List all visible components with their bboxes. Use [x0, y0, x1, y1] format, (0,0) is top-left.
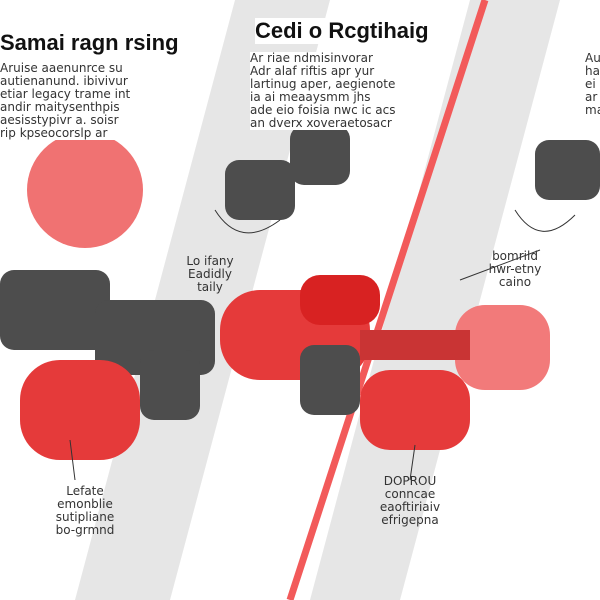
red-diagonal-line: [286, 0, 489, 600]
text-line: ade eio foisia nwc ic acs: [250, 103, 396, 117]
callout-top-center: Lo ifany Eadidly taily: [170, 255, 250, 294]
dumbbell-head-red: [27, 132, 143, 248]
text-line: ha: [585, 65, 600, 78]
label-line: eaoftiriaiv: [379, 500, 441, 514]
label-line: bomrild: [492, 249, 538, 263]
label-line: conncae: [384, 487, 436, 501]
center-text: Ar riae ndmisinvorar Adr alaf riftis apr…: [250, 52, 396, 130]
text-line: Adr alaf riftis apr yur: [250, 65, 396, 78]
label-line: Lo ifany: [186, 254, 234, 268]
callout-bottom-center: DOPROU conncae eaoftiriaiv efrigepna: [360, 475, 460, 527]
left-title: Samai ragn rsing: [0, 30, 179, 56]
background-stripe: [75, 0, 330, 600]
text-line: ma: [585, 104, 600, 117]
label-line: Eadidly: [188, 267, 232, 281]
leader-lines: [69, 209, 576, 481]
label-line: efrigepna: [381, 513, 439, 527]
callout-bottom-left: Lefate emonblie sutipliane bo-grmnd: [30, 485, 140, 537]
label-line: emonblie: [57, 497, 113, 511]
text-line: ia ai meaaysmm jhs: [250, 91, 396, 104]
dumbbell-gray-left: [0, 270, 215, 420]
left-text: Aruise aaenunrce su autienanund. ibivivu…: [0, 62, 131, 140]
text-line: ar: [585, 91, 600, 104]
text-line: etiar legacy trame int: [0, 87, 131, 101]
label-line: Lefate: [66, 484, 104, 498]
label-line: DOPROU: [383, 474, 437, 488]
text-line: autienanund. ibivivur: [0, 75, 131, 88]
dumbbell-red-bottom: [20, 345, 470, 460]
label-line: bo-grmnd: [55, 523, 115, 537]
text-line: Au: [585, 52, 600, 65]
right-text: Au ha ei ar ma: [585, 52, 600, 117]
text-line: Aruise aaenunrce su: [0, 62, 131, 75]
text-line: an dverx xoveraetosacr: [250, 117, 396, 130]
label-line: hwr-etny: [488, 262, 542, 276]
center-title: Cedi o Rcgtihaig: [255, 18, 429, 44]
label-line: caino: [498, 275, 532, 289]
text-line: andir maitysenthpis: [0, 101, 131, 114]
text-line: rip kpseocorslp ar: [0, 127, 131, 140]
dumbbell-gray-top: [225, 125, 600, 220]
text-line: lartinug aper, aegienote: [250, 77, 396, 91]
text-line: ei: [585, 78, 600, 91]
text-line: aesisstypivr a. soisr: [0, 114, 131, 127]
background-stripe: [310, 0, 560, 600]
text-line: Ar riae ndmisinvorar: [250, 52, 396, 65]
callout-right: bomrild hwr-etny caino: [470, 250, 560, 289]
label-line: sutipliane: [55, 510, 115, 524]
label-line: taily: [197, 280, 223, 294]
